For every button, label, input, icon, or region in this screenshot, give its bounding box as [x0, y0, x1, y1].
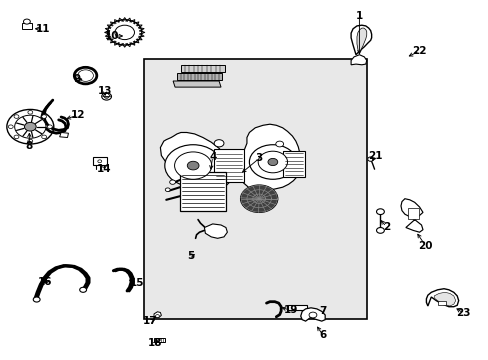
Text: 17: 17 — [143, 316, 158, 326]
Circle shape — [376, 209, 384, 215]
Text: 14: 14 — [96, 164, 111, 174]
Circle shape — [102, 93, 111, 100]
Polygon shape — [154, 312, 161, 318]
Polygon shape — [350, 25, 371, 55]
Bar — [180, 172, 226, 211]
Text: 16: 16 — [38, 276, 52, 287]
Text: 10: 10 — [105, 31, 120, 41]
Circle shape — [47, 125, 52, 129]
Circle shape — [115, 25, 134, 40]
Text: 7: 7 — [318, 306, 326, 316]
Polygon shape — [154, 338, 165, 342]
Circle shape — [275, 141, 283, 147]
Circle shape — [169, 180, 175, 184]
Polygon shape — [400, 199, 422, 232]
Polygon shape — [350, 55, 366, 65]
Text: 12: 12 — [71, 110, 85, 120]
Text: 15: 15 — [129, 278, 144, 288]
Circle shape — [174, 152, 211, 179]
Text: 22: 22 — [411, 46, 426, 56]
Bar — [93, 157, 106, 165]
Circle shape — [376, 228, 384, 233]
Text: 21: 21 — [367, 150, 382, 161]
Text: 20: 20 — [417, 240, 432, 251]
Polygon shape — [300, 308, 325, 321]
Circle shape — [107, 20, 142, 45]
Circle shape — [7, 109, 54, 144]
Bar — [437, 301, 446, 305]
Circle shape — [41, 135, 46, 139]
Circle shape — [74, 67, 97, 84]
Circle shape — [267, 158, 277, 166]
Circle shape — [28, 139, 33, 143]
Circle shape — [240, 185, 277, 212]
Bar — [282, 151, 304, 177]
Polygon shape — [239, 124, 300, 190]
Circle shape — [8, 125, 13, 129]
Polygon shape — [204, 224, 227, 238]
Bar — [407, 208, 418, 219]
Text: 4: 4 — [208, 152, 216, 162]
Circle shape — [104, 95, 109, 98]
Circle shape — [33, 297, 40, 302]
Text: 1: 1 — [355, 11, 362, 21]
Polygon shape — [102, 93, 110, 96]
Circle shape — [164, 145, 221, 186]
Circle shape — [41, 115, 46, 118]
Circle shape — [14, 135, 19, 139]
Polygon shape — [356, 28, 366, 53]
Circle shape — [249, 145, 296, 179]
Polygon shape — [433, 292, 455, 306]
Bar — [287, 305, 306, 310]
Circle shape — [78, 70, 93, 81]
Polygon shape — [160, 132, 232, 189]
Circle shape — [80, 287, 86, 292]
Text: 23: 23 — [455, 308, 470, 318]
Polygon shape — [173, 81, 221, 87]
Circle shape — [155, 315, 159, 318]
Circle shape — [258, 151, 287, 173]
Text: 13: 13 — [98, 86, 112, 96]
Circle shape — [98, 160, 102, 163]
Bar — [214, 149, 243, 182]
Circle shape — [14, 115, 19, 118]
Text: 9: 9 — [74, 74, 81, 84]
Circle shape — [28, 111, 33, 114]
Circle shape — [165, 188, 170, 192]
Circle shape — [15, 115, 46, 138]
Text: 6: 6 — [319, 330, 325, 340]
Text: 18: 18 — [148, 338, 163, 348]
Text: 3: 3 — [255, 153, 262, 163]
Polygon shape — [22, 23, 32, 29]
Circle shape — [24, 122, 36, 131]
Polygon shape — [177, 73, 222, 80]
Text: 8: 8 — [26, 141, 33, 151]
Text: 5: 5 — [187, 251, 194, 261]
Bar — [144, 59, 366, 319]
Text: 2: 2 — [382, 222, 389, 232]
Circle shape — [23, 19, 30, 24]
Circle shape — [308, 312, 316, 318]
Text: 19: 19 — [283, 305, 298, 315]
Text: 11: 11 — [36, 24, 50, 34]
Circle shape — [187, 161, 199, 170]
Circle shape — [367, 157, 373, 161]
Polygon shape — [181, 65, 224, 72]
Polygon shape — [60, 132, 68, 138]
Polygon shape — [426, 289, 458, 307]
Circle shape — [214, 140, 224, 147]
